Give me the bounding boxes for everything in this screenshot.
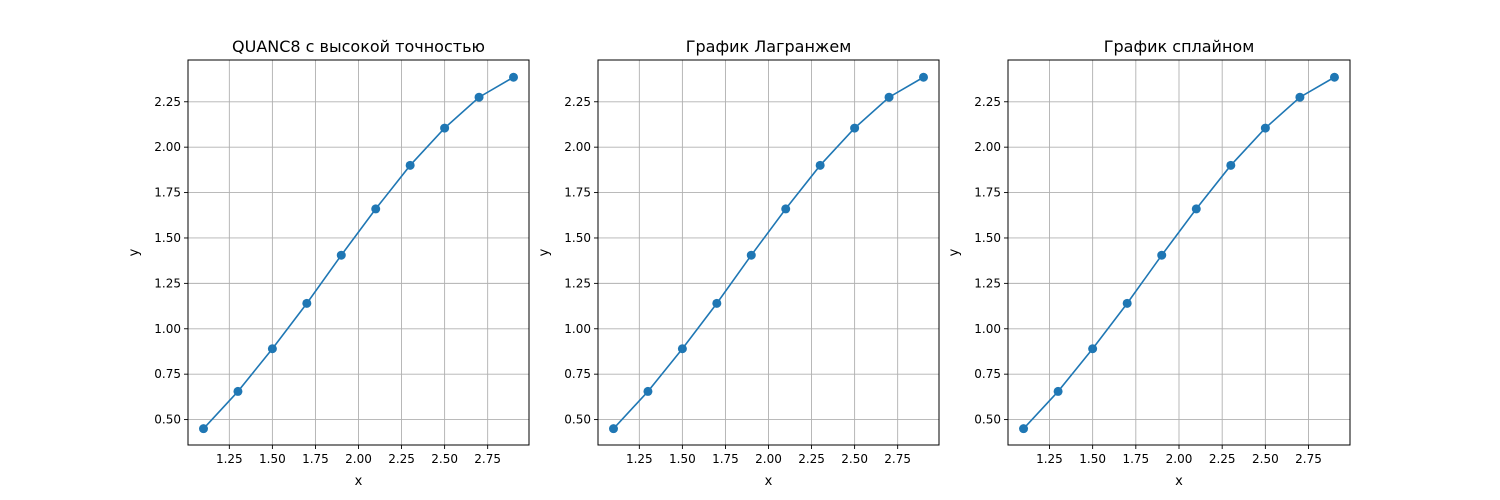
x-tick-label: 2.75 — [884, 452, 911, 466]
subplot-lagrange: 1.25 1.50 1.75 2.00 2.25 2.50 2.75 0.50 0.75 1.00… — [537, 37, 940, 489]
subplot-title: QUANC8 с высокой точностью — [232, 37, 485, 56]
y-tick-label: 1.25 — [154, 276, 181, 290]
y-tick-label: 1.50 — [564, 231, 591, 245]
y-tick-label: 0.75 — [564, 367, 591, 381]
data-point — [919, 72, 928, 82]
x-tick-label: 1.75 — [1122, 452, 1149, 466]
y-tick-label: 1.25 — [974, 276, 1001, 290]
y-tick-label: 1.25 — [564, 276, 591, 290]
data-point — [712, 298, 722, 308]
y-tick-label: 1.00 — [564, 322, 591, 336]
x-tick-label: 1.50 — [259, 452, 286, 466]
x-axis-label: x — [355, 474, 363, 489]
x-tick-label: 1.75 — [302, 452, 329, 466]
y-tick-label: 1.50 — [154, 231, 181, 245]
data-point — [1329, 72, 1339, 82]
x-axis-label: x — [765, 474, 773, 489]
subplot-title: График Лагранжем — [686, 37, 852, 56]
axes-frame — [187, 59, 530, 446]
y-tick-label: 0.50 — [564, 413, 591, 427]
y-axis-label: y — [947, 248, 962, 256]
data-point — [1053, 386, 1063, 396]
y-tick-label: 0.50 — [974, 413, 1001, 427]
y-tick-label: 1.75 — [974, 186, 1001, 200]
x-tick-label: 2.25 — [798, 452, 825, 466]
data-point — [850, 123, 860, 133]
x-tick-label: 2.25 — [1209, 452, 1236, 466]
data-point — [1088, 344, 1098, 354]
y-tick-label: 2.00 — [564, 140, 591, 154]
data-point — [1295, 92, 1305, 102]
x-tick-label: 1.50 — [669, 452, 696, 466]
data-point — [233, 386, 243, 396]
x-tick-label: 2.00 — [1166, 452, 1193, 466]
data-point — [199, 424, 208, 434]
data-point — [336, 250, 346, 260]
axes-frame — [597, 59, 940, 446]
x-tick-label: 2.50 — [1252, 452, 1279, 466]
x-tick-label: 2.00 — [345, 452, 372, 466]
data-point — [267, 344, 277, 354]
y-tick-label: 2.25 — [564, 95, 591, 109]
data-point — [609, 424, 618, 434]
y-tick-label: 2.25 — [154, 95, 181, 109]
data-point — [643, 386, 653, 396]
x-tick-label: 2.50 — [431, 452, 458, 466]
data-point — [1157, 250, 1167, 260]
y-tick-label: 1.75 — [564, 186, 591, 200]
y-tick-label: 1.00 — [974, 322, 1001, 336]
y-axis-label: y — [537, 248, 552, 256]
data-point — [815, 160, 825, 170]
x-tick-label: 2.50 — [841, 452, 868, 466]
y-tick-label: 2.00 — [154, 140, 181, 154]
y-tick-label: 1.75 — [154, 186, 181, 200]
subplot-spline: 1.25 1.50 1.75 2.00 2.25 2.50 2.75 0.50 0.75 1.00… — [947, 37, 1351, 489]
data-point — [371, 204, 381, 214]
series-line — [202, 76, 514, 430]
x-tick-label: 1.25 — [626, 452, 653, 466]
x-axis-label: x — [1175, 474, 1183, 489]
data-point — [1260, 123, 1270, 133]
y-axis-label: y — [127, 248, 142, 256]
data-point — [440, 123, 450, 133]
y-tick-label: 1.00 — [154, 322, 181, 336]
subplot-title: График сплайном — [1104, 37, 1255, 56]
y-tick-label: 0.50 — [154, 413, 181, 427]
series-line — [612, 76, 924, 430]
y-tick-label: 1.50 — [974, 231, 1001, 245]
x-tick-label: 2.00 — [755, 452, 782, 466]
y-tick-label: 0.75 — [154, 367, 181, 381]
series-line — [1022, 76, 1335, 430]
subplot-quanc8: 1.25 1.50 1.75 2.00 2.25 2.50 2.75 0.50 0.75 1.00… — [127, 37, 530, 489]
x-tick-label: 2.75 — [474, 452, 501, 466]
y-tick-label: 2.00 — [974, 140, 1001, 154]
data-point — [302, 298, 312, 308]
data-point — [1226, 160, 1236, 170]
data-point — [781, 204, 791, 214]
grid — [1008, 60, 1350, 445]
x-tick-label: 2.25 — [388, 452, 415, 466]
x-tick-label: 1.75 — [712, 452, 739, 466]
x-tick-label: 1.25 — [1036, 452, 1063, 466]
data-point — [884, 92, 894, 102]
y-tick-label: 2.25 — [974, 95, 1001, 109]
data-point — [1122, 298, 1132, 308]
data-point — [1191, 204, 1201, 214]
data-point — [474, 92, 484, 102]
data-point — [509, 72, 518, 82]
data-point — [1019, 424, 1029, 434]
x-tick-label: 1.50 — [1079, 452, 1106, 466]
axes-frame — [1007, 59, 1351, 446]
grid — [598, 60, 939, 445]
y-tick-label: 0.75 — [974, 367, 1001, 381]
x-tick-label: 1.25 — [216, 452, 243, 466]
data-point — [677, 344, 687, 354]
data-point — [746, 250, 756, 260]
x-tick-label: 2.75 — [1295, 452, 1322, 466]
data-point — [405, 160, 415, 170]
